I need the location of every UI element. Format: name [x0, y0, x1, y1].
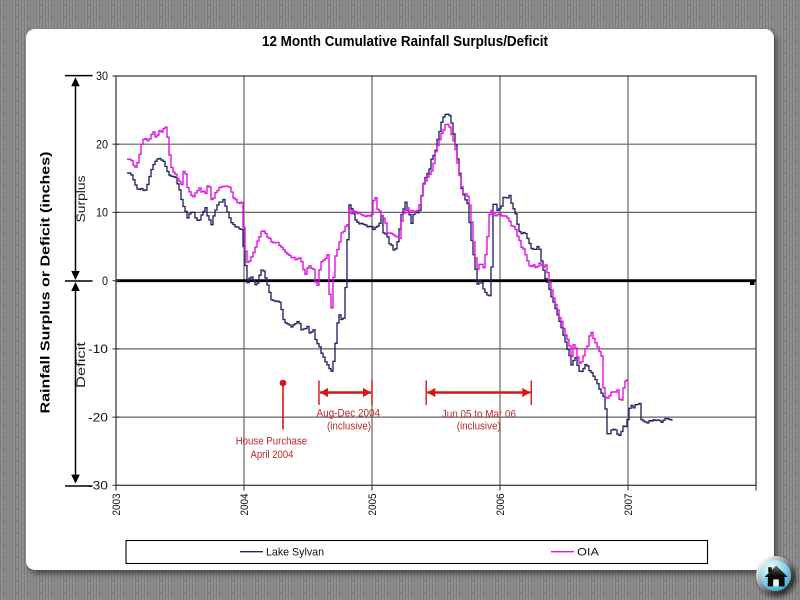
svg-text:House Purchase: House Purchase [236, 436, 307, 448]
svg-text:2007: 2007 [623, 494, 635, 516]
svg-text:2003: 2003 [111, 494, 123, 516]
svg-text:2005: 2005 [367, 494, 379, 516]
svg-text:OIA: OIA [577, 547, 600, 559]
svg-text:2006: 2006 [495, 494, 507, 516]
svg-text:-10: -10 [88, 344, 108, 356]
svg-text:Rainfall Surplus or Deficit (i: Rainfall Surplus or Deficit (inches) [38, 152, 53, 414]
svg-text:20: 20 [96, 139, 108, 151]
svg-text:Aug-Dec 2004: Aug-Dec 2004 [317, 408, 381, 420]
svg-text:10: 10 [96, 208, 108, 220]
svg-text:(inclusive): (inclusive) [327, 420, 371, 432]
svg-text:(inclusive): (inclusive) [457, 420, 501, 432]
svg-text:12 Month Cumulative Rainfall S: 12 Month Cumulative Rainfall Surplus/Def… [262, 33, 548, 50]
svg-text:Jun 05 to Mar 06: Jun 05 to Mar 06 [442, 408, 516, 420]
svg-text:2004: 2004 [239, 494, 251, 516]
svg-text:Deficit: Deficit [74, 341, 88, 388]
svg-text:Surplus: Surplus [74, 176, 88, 223]
svg-text:30: 30 [96, 71, 108, 83]
svg-text:April 2004: April 2004 [251, 449, 294, 461]
svg-text:-30: -30 [88, 481, 108, 493]
svg-text:Lake Sylvan: Lake Sylvan [266, 547, 324, 559]
svg-text:-20: -20 [88, 412, 108, 424]
svg-text:0: 0 [102, 276, 108, 288]
